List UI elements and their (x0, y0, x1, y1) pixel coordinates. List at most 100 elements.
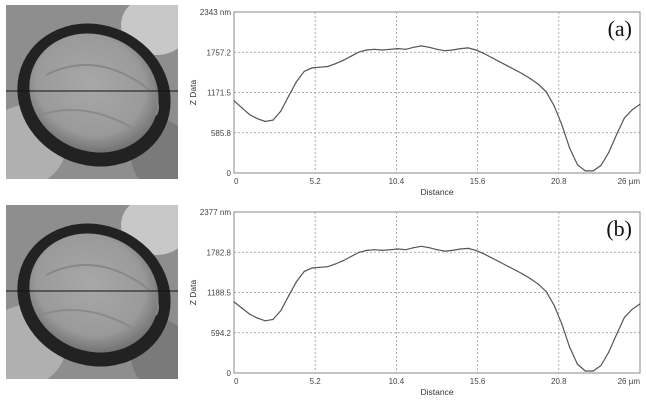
profile-point (311, 267, 313, 269)
profile-point (241, 107, 243, 109)
profile-point (249, 114, 251, 116)
afm-topography-image-b (6, 205, 178, 379)
y-tick-label: 1782.8 (207, 248, 232, 257)
y-tick-label: 1171.5 (207, 89, 231, 98)
profile-point (522, 73, 524, 75)
profile-point (553, 105, 555, 107)
profile-point (420, 45, 422, 47)
profile-point (249, 313, 251, 315)
profile-point (319, 66, 321, 68)
x-tick-label: 15.6 (470, 177, 486, 186)
y-tick-label: 2343 nm (200, 8, 231, 17)
profile-point (467, 247, 469, 249)
profile-point (373, 249, 376, 251)
profile-point (405, 249, 407, 251)
profile-point (272, 318, 274, 321)
profile-point (537, 83, 540, 85)
profile-point (334, 263, 337, 265)
y-tick-label: 0 (227, 369, 232, 378)
profile-point (256, 317, 258, 319)
x-tick-label: 26 µm (618, 177, 641, 186)
profile-point (631, 308, 633, 310)
profile-point (506, 65, 508, 67)
y-tick-label: 1757.2 (207, 48, 232, 57)
profile-point (452, 249, 454, 251)
profile-point (295, 81, 298, 83)
profile-point (592, 370, 594, 372)
profile-point (545, 291, 547, 293)
profile-point (444, 50, 446, 52)
profile-point (256, 118, 258, 120)
profile-point (436, 249, 438, 251)
profile-point (334, 63, 337, 65)
profile-point (303, 70, 305, 72)
x-tick-label: 10.4 (389, 377, 405, 386)
profile-point (467, 47, 469, 49)
panel-label: (a) (608, 16, 632, 41)
profile-point (280, 110, 282, 112)
profile-point (428, 46, 430, 48)
y-tick-label: 0 (227, 169, 232, 178)
x-tick-label: 0 (234, 177, 239, 186)
profile-point (498, 61, 501, 63)
profile-point (600, 164, 602, 166)
profile-point (616, 133, 618, 136)
profile-point (295, 281, 298, 283)
profile-point (233, 301, 235, 303)
y-tick-label: 2377 nm (200, 208, 231, 217)
y-axis-label: Z Data (188, 279, 198, 305)
profile-point (397, 248, 399, 250)
y-tick-label: 594.2 (211, 329, 232, 338)
profile-point (561, 323, 563, 325)
plot-frame (233, 211, 641, 374)
profile-point (592, 170, 594, 172)
y-tick-label: 1188.5 (207, 289, 231, 298)
profile-point (616, 333, 618, 335)
profile-point (389, 48, 391, 50)
panel-label: (b) (606, 216, 632, 241)
x-tick-label: 0 (234, 377, 239, 386)
x-tick-label: 20.8 (551, 177, 567, 186)
profile-point (530, 78, 532, 80)
profile-point (631, 109, 633, 111)
profile-point (452, 49, 454, 51)
profile-point (350, 255, 352, 258)
profile-point (342, 260, 344, 262)
profile-point (413, 46, 415, 48)
x-axis-label: Distance (420, 387, 453, 397)
x-tick-label: 20.8 (551, 377, 567, 386)
profile-point (459, 48, 461, 50)
profile-point (608, 351, 610, 353)
x-tick-label: 5.2 (310, 177, 322, 186)
profile-point (389, 249, 391, 251)
profile-point (623, 316, 625, 319)
profile-point (608, 151, 610, 153)
profile-point (545, 91, 547, 93)
profile-point (436, 48, 438, 50)
profile-point (366, 49, 368, 51)
profile-point (569, 346, 571, 348)
profile-point (327, 65, 329, 68)
afm-topography-image-a (6, 5, 178, 179)
profile-point (600, 364, 602, 367)
profile-point (514, 269, 516, 271)
plot-frame (233, 11, 641, 174)
profile-point (405, 48, 407, 50)
profile-point (241, 307, 243, 309)
profile-point (498, 261, 501, 263)
profile-point (514, 69, 516, 71)
profile-point (413, 247, 415, 249)
x-axis-label: Distance (420, 187, 453, 197)
profile-point (530, 278, 532, 280)
profile-point (366, 249, 368, 251)
profile-point (576, 363, 579, 365)
profile-point (553, 304, 555, 306)
profile-point (288, 295, 290, 297)
y-tick-label: 585.8 (211, 129, 232, 138)
profile-point (327, 266, 329, 268)
profile-point (491, 57, 493, 59)
profile-point (584, 170, 586, 172)
profile-point (272, 119, 274, 121)
x-tick-label: 26 µm (618, 377, 641, 386)
profile-point (288, 95, 290, 97)
